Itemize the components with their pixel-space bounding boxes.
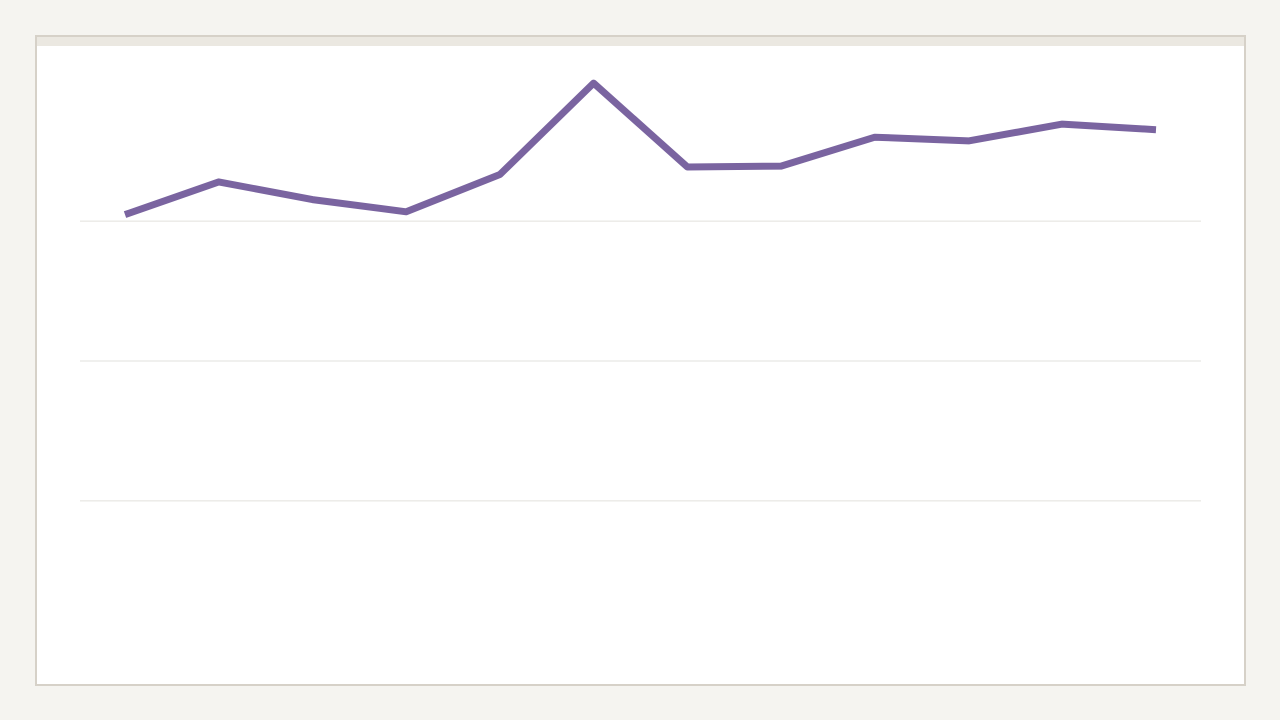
line-chart [80,79,1201,502]
chart-frame [35,35,1246,686]
grid-layer [80,220,1201,502]
series-line [123,79,1157,218]
series-layer [123,79,1157,218]
frame-top-bar [37,37,1244,46]
